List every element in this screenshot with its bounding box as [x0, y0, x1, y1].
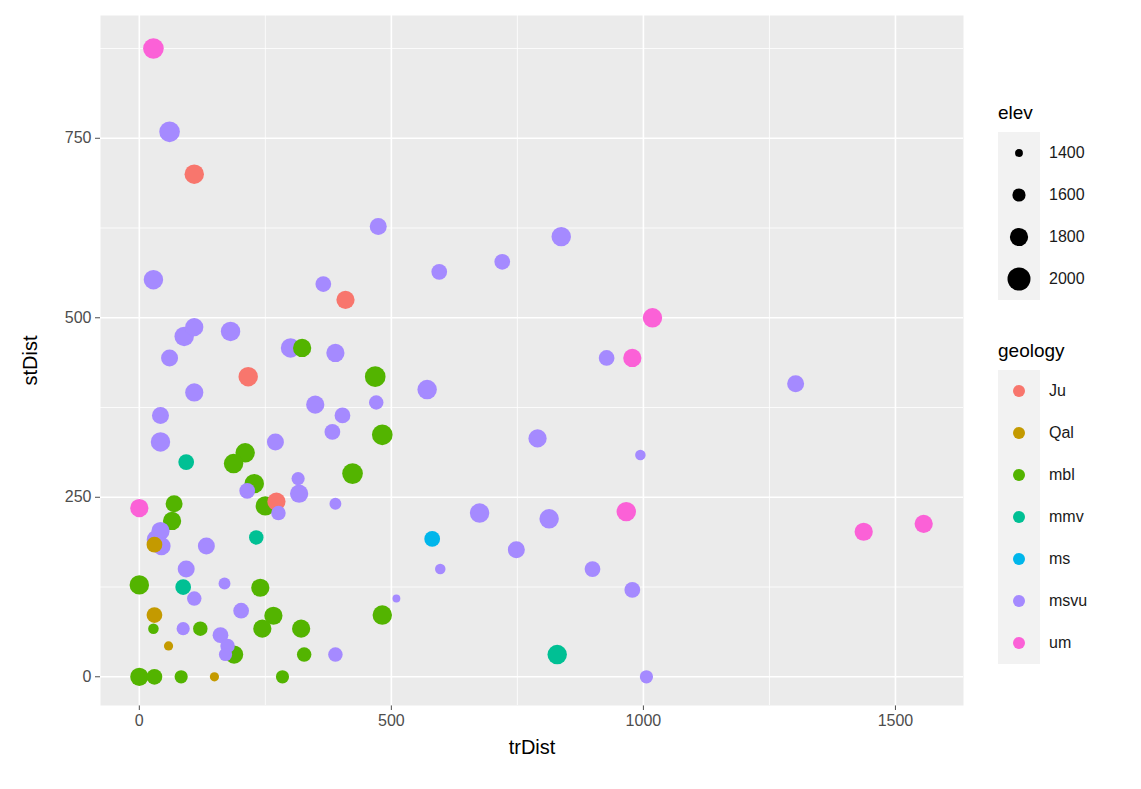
svg-text:1500: 1500	[878, 712, 914, 729]
html-text:msvu: msvu	[1049, 592, 1088, 609]
svg-text:stDist: stDist	[19, 335, 41, 385]
svg-text:500: 500	[378, 712, 405, 729]
svg-text:1000: 1000	[626, 712, 662, 729]
svg-text:750: 750	[65, 129, 92, 146]
html-text:1800: 1800	[1049, 228, 1085, 245]
svg-text:trDist: trDist	[509, 736, 556, 758]
svg-text:0: 0	[83, 668, 92, 685]
html-text:geology: geology	[998, 340, 1065, 361]
html-text:mbl: mbl	[1049, 466, 1075, 483]
svg-text:500: 500	[65, 309, 92, 326]
html-text:Ju: Ju	[1049, 382, 1066, 399]
html-text:2000: 2000	[1049, 270, 1085, 287]
html-text:ms: ms	[1049, 550, 1071, 567]
svg-text:0: 0	[135, 712, 144, 729]
html-text:Qal: Qal	[1049, 424, 1074, 441]
html-text:elev: elev	[998, 102, 1033, 123]
html-text:1400: 1400	[1049, 144, 1085, 161]
html-text:1600: 1600	[1049, 186, 1085, 203]
html-text:mmv: mmv	[1049, 508, 1084, 525]
html-text:um: um	[1049, 634, 1072, 651]
svg-text:250: 250	[65, 488, 92, 505]
